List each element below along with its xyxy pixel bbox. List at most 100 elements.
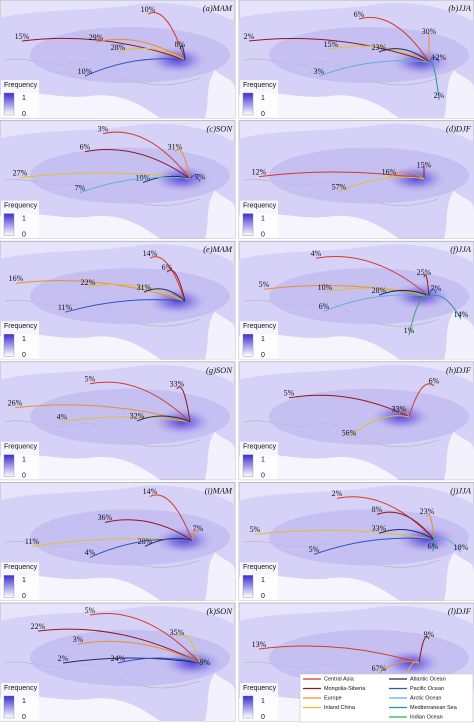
legend-label: Mediterranean Sea xyxy=(410,705,458,711)
trajectory xyxy=(64,299,186,313)
trajectory-percentage: 7% xyxy=(431,284,442,293)
trajectory-percentage: 5% xyxy=(85,606,96,615)
trajectory xyxy=(376,511,435,540)
trajectory xyxy=(348,415,410,439)
map-panel: 10% 15% 29% 28% 8% 10% (a)MAM Frequency 1 0 xyxy=(0,0,236,119)
map-panel: 2% 8% 23% 5% 33% 5% 18% 6% (j)JJA Frequency 1 0 xyxy=(238,482,474,601)
colorbar-title: Frequency xyxy=(243,82,277,89)
ocean xyxy=(0,454,160,480)
trajectory xyxy=(89,381,191,423)
ocean xyxy=(239,213,399,239)
trajectory-percentage: 7% xyxy=(193,524,204,533)
ocean xyxy=(205,431,235,480)
colorbar-max: 1 xyxy=(261,698,265,705)
map-panel: 4% 25% 5% 10% 28% 7% 6% 14% 1% (f)JJA Frequency 1 0 xyxy=(238,240,474,360)
trajectory-percentage: 16% xyxy=(382,167,397,176)
frequency-hotspot xyxy=(386,164,446,193)
trajectory-percentage: 11% xyxy=(58,303,73,312)
trajectory xyxy=(378,289,430,297)
panel-label: (b)JJA xyxy=(448,3,471,13)
trajectory xyxy=(179,45,186,61)
trajectory xyxy=(149,256,186,302)
trajectory xyxy=(117,657,201,664)
trajectory-percentage: 36% xyxy=(98,513,113,522)
panel-label: (k)SON xyxy=(207,606,234,616)
frequency-hotspot xyxy=(371,402,431,431)
map-panel: 14% 6% 16% 22% 31% 11% (e)MAM Frequency 1 0 xyxy=(0,240,236,360)
trajectory-percentage: 4% xyxy=(311,249,322,258)
trajectory xyxy=(428,56,440,63)
trajectory xyxy=(84,149,191,180)
legend-label: Europe xyxy=(324,695,342,701)
trajectory xyxy=(147,12,186,61)
trajectory-percentage: 6% xyxy=(429,377,440,386)
colorbar xyxy=(242,454,254,477)
trajectory xyxy=(378,529,435,540)
trajectory-percentage: 6% xyxy=(162,263,173,272)
trajectory-percentage: 8% xyxy=(175,40,186,49)
trajectory-percentage: 10% xyxy=(141,5,156,14)
trajectory-percentage: 12% xyxy=(432,53,447,62)
frequency-hotspot xyxy=(152,407,212,436)
colorbar-title: Frequency xyxy=(243,685,277,692)
trajectory-percentage: 10% xyxy=(318,283,333,292)
frequency-hotspot xyxy=(162,649,222,677)
trajectory xyxy=(199,660,206,668)
trajectory xyxy=(84,58,186,77)
trajectory-percentage: 6% xyxy=(319,302,330,311)
ocean xyxy=(239,92,399,118)
trajectory-percentage: 5% xyxy=(284,389,295,398)
legend-label: Arctic Ocean xyxy=(410,695,441,701)
colorbar-title: Frequency xyxy=(4,685,38,692)
trajectory-percentage: 57% xyxy=(332,182,347,191)
trajectory xyxy=(428,294,462,320)
colorbar-min: 0 xyxy=(22,231,26,238)
colorbar-min: 0 xyxy=(261,231,265,238)
trajectory-percentage: 33% xyxy=(372,524,387,533)
trajectory-percentage: 23% xyxy=(420,507,435,516)
colorbar xyxy=(242,213,254,236)
colorbar xyxy=(242,333,254,357)
map-panel: 5% 33% 26% 4% 32% (g)SON Frequency 1 0 xyxy=(0,361,236,481)
legend-label: Central Asia xyxy=(324,676,355,682)
trajectory xyxy=(323,294,430,312)
trajectory-percentage: 14% xyxy=(454,310,469,319)
trajectory xyxy=(318,60,430,77)
trajectory-percentage: 30% xyxy=(422,27,437,36)
trajectory-percentage: 22% xyxy=(81,278,96,287)
panel-label: (h)DJF xyxy=(446,365,472,375)
ocean xyxy=(239,575,399,601)
trajectory-percentage: 28% xyxy=(138,537,153,546)
colorbar-title: Frequency xyxy=(4,444,38,451)
trajectory xyxy=(336,496,435,540)
trajectory xyxy=(191,529,199,541)
trajectory-percentage: 4% xyxy=(57,413,68,422)
colorbar-min: 0 xyxy=(261,352,265,359)
trajectory xyxy=(428,60,440,101)
colorbar-title: Frequency xyxy=(4,202,38,209)
frequency-hotspot xyxy=(381,649,441,677)
colorbar xyxy=(3,213,15,236)
frequency-hotspot xyxy=(154,526,214,555)
trajectory xyxy=(104,519,193,541)
colorbar xyxy=(242,575,254,598)
trajectory xyxy=(398,409,410,417)
map-panel: 12% 15% 16% 57% (d)DJF Frequency 1 0 xyxy=(238,120,474,239)
colorbar-min: 0 xyxy=(22,473,26,480)
trajectory xyxy=(95,38,186,61)
trajectory xyxy=(189,175,201,182)
trajectory-percentage: 6% xyxy=(80,142,91,151)
colorbar xyxy=(242,92,254,116)
colorbar xyxy=(3,454,15,477)
frequency-band xyxy=(269,268,469,325)
colorbar-max: 1 xyxy=(22,336,26,343)
trajectory xyxy=(258,171,425,180)
trajectory xyxy=(79,176,191,194)
frequency-band xyxy=(269,388,469,445)
trajectory-percentage: 29% xyxy=(89,33,104,42)
trajectory xyxy=(433,537,462,553)
panel-label: (c)SON xyxy=(207,124,234,134)
ocean xyxy=(444,190,474,239)
map-panel: 5% 22% 3% 35% 2% 24% 9% (k)SON Frequency 1 0 xyxy=(0,602,236,722)
